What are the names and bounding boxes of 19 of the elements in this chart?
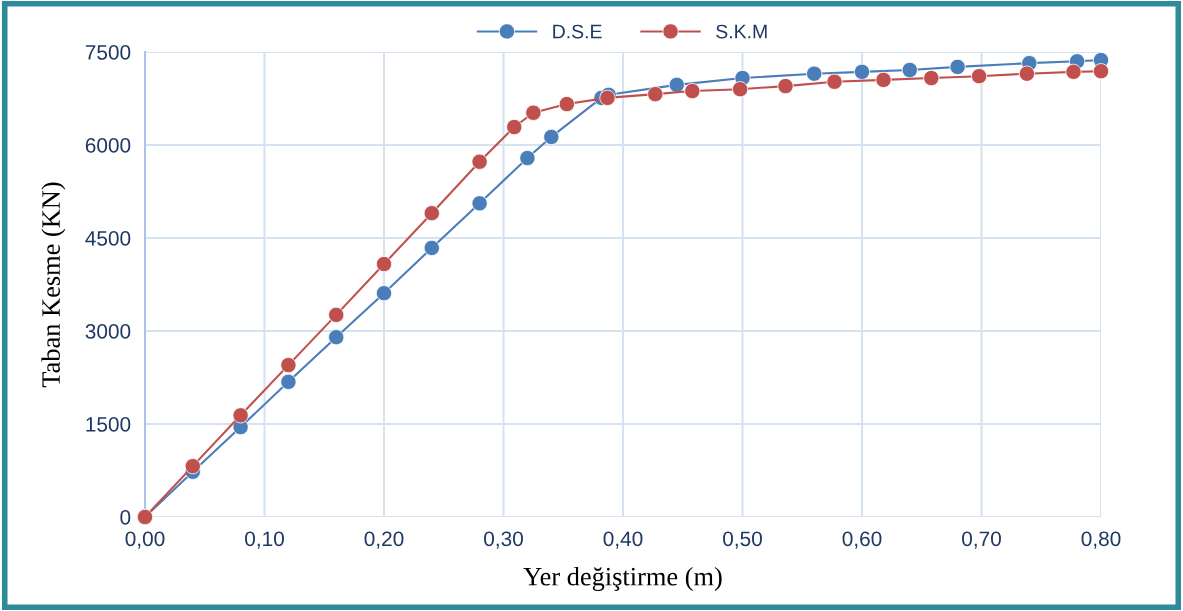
x-tick-label: 0,00 [125, 531, 165, 549]
x-tick-label: 0,60 [842, 531, 882, 549]
y-tick-label: 4500 [85, 231, 131, 246]
y-tick-label: 6000 [85, 138, 131, 153]
x-tick-label: 0,80 [1081, 531, 1121, 549]
y-tick-label: 3000 [85, 324, 131, 339]
x-tick-label: 0,40 [603, 531, 643, 549]
y-tick-label: 7500 [85, 45, 131, 60]
x-tick-label: 0,30 [484, 531, 523, 549]
x-tick-label: 0,50 [723, 531, 762, 549]
legend-label: S.K.M [716, 24, 767, 39]
y-tick-label: 0 [120, 510, 131, 525]
legend-label: D.S.E [553, 24, 602, 39]
y-axis-title: Taban Kesme (KN) [41, 182, 66, 388]
x-tick-label: 0,70 [962, 531, 1001, 549]
x-axis-title: Yer değiştirme (m) [523, 566, 722, 591]
x-tick-label: 0,10 [245, 531, 284, 549]
y-tick-label: 1500 [86, 417, 131, 432]
x-tick-label: 0,20 [364, 531, 404, 549]
